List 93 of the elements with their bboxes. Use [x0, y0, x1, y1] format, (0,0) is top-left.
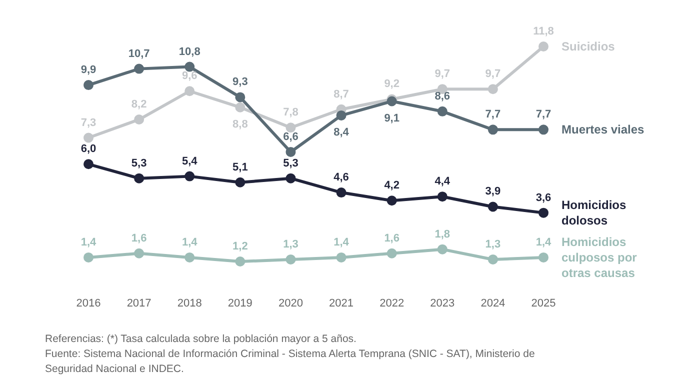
data-label: 10,8 — [178, 46, 200, 58]
data-label: 1,8 — [434, 228, 450, 240]
point — [84, 132, 94, 143]
data-label: 1,3 — [283, 238, 298, 250]
data-label: 4,2 — [384, 180, 400, 192]
x-tick-label: 2021 — [329, 298, 354, 310]
point — [235, 102, 246, 112]
point — [437, 106, 448, 116]
series-label: Homicidios dolosos — [562, 198, 626, 228]
data-label: 1,6 — [131, 232, 147, 244]
data-label: 5,3 — [283, 157, 298, 170]
point — [538, 124, 548, 135]
point — [235, 92, 246, 102]
series-label: Muertes viales — [562, 122, 645, 137]
point — [84, 80, 94, 90]
point — [336, 252, 346, 262]
data-label: 8,7 — [334, 88, 349, 100]
point — [184, 252, 195, 262]
data-label: 9,9 — [80, 64, 96, 76]
point — [488, 202, 498, 212]
point — [134, 248, 144, 258]
point — [286, 146, 296, 157]
point — [336, 188, 346, 198]
point — [386, 248, 397, 258]
data-label: 5,4 — [182, 155, 198, 168]
point — [488, 254, 498, 264]
point — [184, 86, 195, 96]
data-label: 8,2 — [131, 98, 147, 111]
point — [437, 244, 448, 254]
point — [235, 256, 246, 266]
data-label: 6,6 — [283, 130, 298, 143]
x-tick-label: 2022 — [380, 298, 404, 310]
data-label: 1,4 — [334, 236, 350, 248]
data-label: 1,6 — [384, 232, 400, 244]
data-label: 7,3 — [80, 116, 96, 129]
x-tick-label: 2017 — [126, 298, 152, 310]
data-label: 9,3 — [232, 76, 248, 88]
point — [488, 84, 498, 94]
point — [286, 173, 296, 184]
data-label: 6,0 — [80, 143, 96, 156]
text: Seguridad Nacional e INDEC. — [45, 362, 184, 377]
x-tick-label: 2019 — [228, 298, 252, 310]
data-label: 9,1 — [384, 112, 400, 124]
point — [336, 110, 346, 120]
point — [286, 122, 296, 133]
point — [286, 254, 296, 264]
point — [538, 42, 548, 52]
data-label: 4,6 — [334, 172, 349, 184]
point — [386, 196, 397, 206]
data-label: 9,6 — [182, 70, 198, 82]
series-label: Homicidios culposos por otras causas — [562, 235, 638, 280]
data-label: 4,4 — [434, 176, 451, 188]
data-label: 7,7 — [536, 108, 552, 121]
point — [184, 171, 195, 182]
data-label: 9,2 — [384, 78, 400, 90]
text: Referencias: (*) Tasa calculada sobre la población mayor a 5 años. — [45, 332, 356, 347]
data-label: 3,9 — [485, 186, 501, 198]
x-tick-label: 2025 — [531, 298, 556, 310]
data-label: 1,4 — [536, 236, 552, 248]
data-label: 9,7 — [485, 68, 501, 80]
data-label: 1,4 — [80, 236, 98, 248]
point — [84, 252, 94, 262]
data-label: 11,8 — [533, 26, 554, 38]
x-tick-label: 2023 — [430, 298, 455, 310]
data-label: 8,8 — [232, 118, 248, 130]
x-tick-label: 2024 — [480, 298, 506, 310]
data-label: 1,3 — [485, 238, 501, 250]
data-label: 7,7 — [485, 108, 501, 121]
data-label: 7,8 — [283, 106, 298, 119]
point — [134, 64, 144, 74]
data-label: 8,4 — [334, 126, 350, 138]
point — [134, 114, 144, 125]
series-label: Suicidios — [562, 40, 616, 54]
data-label: 1,2 — [232, 240, 248, 252]
x-tick-label: 2018 — [177, 298, 202, 310]
data-label: 9,7 — [434, 68, 450, 80]
point — [84, 159, 94, 170]
point — [235, 177, 246, 188]
data-label: 5,3 — [131, 157, 147, 170]
source-note: Fuente: Sistema Nacional de Información Criminal - Sistema Alerta Temprana (SNIC - SAT), Ministerio de — [45, 347, 535, 362]
point — [184, 62, 195, 72]
data-label: 8,6 — [434, 90, 450, 102]
data-label: 5,1 — [232, 161, 248, 174]
point — [488, 124, 498, 135]
x-tick-label: 2020 — [278, 298, 303, 310]
point — [437, 192, 448, 202]
point — [134, 173, 144, 184]
x-tick-label: 2016 — [76, 298, 101, 310]
data-label: 1,4 — [182, 236, 198, 248]
data-label: 3,6 — [536, 192, 552, 204]
point — [538, 208, 548, 218]
point — [538, 252, 548, 262]
data-label: 10,7 — [128, 48, 150, 60]
